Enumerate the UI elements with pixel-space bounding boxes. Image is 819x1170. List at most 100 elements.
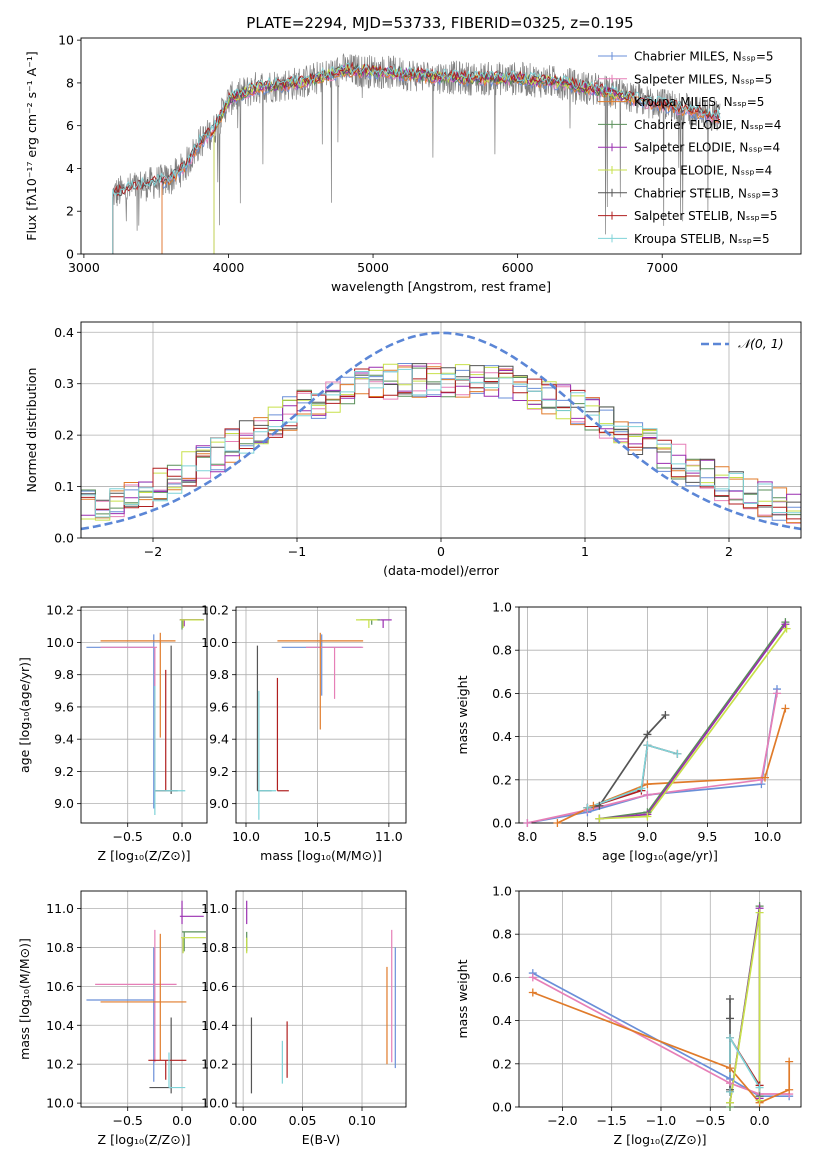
x-tick-label: 8.5 (577, 829, 597, 844)
panel-residuals: −2 −1 0 1 2 0.0 0.1 0.2 0.3 0.4 (data-model)/error… (24, 321, 802, 578)
x-tick-label: −0.5 (113, 1113, 143, 1128)
y-axis-label: mass weight (455, 959, 470, 1038)
y-tick-label: 10.6 (46, 979, 74, 994)
y-tick-label: 1.0 (492, 884, 512, 899)
x-tick-label: 0.05 (289, 1113, 317, 1128)
x-tick-label: 4000 (213, 260, 245, 275)
y-tick-label: 0 (66, 247, 74, 262)
x-tick-label: 11.0 (375, 829, 403, 844)
mass-weight-line (729, 1034, 761, 1092)
y-tick-label: 0.6 (492, 970, 512, 985)
y-tick-label: 10 (58, 33, 74, 48)
y-tick-label: 10.2 (46, 1057, 74, 1072)
plot-area (527, 621, 788, 823)
panel-age_vs_mass: 10.0 10.5 11.0 9.0 9.2 9.4 9.6 9.8 10.0 10.2 mass … (201, 603, 407, 863)
y-tick-label: 9.2 (209, 764, 229, 779)
legend-label: Salpeter MILES, Nₛₛₚ=5 (634, 72, 772, 86)
mass-weight-line (527, 693, 778, 823)
legend-label: Chabrier STELIB, Nₛₛₚ=3 (634, 186, 779, 200)
ticks: −2.0 −1.5 −1.0 −0.5 0.0 0.0 0.2 0.4 0.6 0.8 1.0 (492, 884, 769, 1129)
plus-marker (673, 749, 682, 758)
plus-marker (643, 730, 652, 739)
plus-marker (643, 741, 652, 750)
spectrum-model-line (112, 62, 721, 254)
legend-label: Salpeter ELODIE, Nₛₛₚ=4 (634, 141, 780, 155)
y-tick-label: 10.0 (201, 635, 229, 650)
plus-marker (661, 711, 670, 719)
y-tick-label: 9.2 (54, 764, 74, 779)
y-tick-label: 0.2 (54, 428, 74, 443)
y-tick-label: 0.4 (54, 325, 74, 340)
x-axis-label: Z [log₁₀(Z/Z⊙)] (614, 1132, 707, 1147)
y-tick-label: 9.6 (54, 699, 74, 714)
plus-marker (785, 1057, 794, 1066)
y-tick-label: 10.8 (201, 940, 229, 955)
y-tick-label: 10.6 (201, 979, 229, 994)
y-tick-label: 0.4 (492, 729, 512, 744)
x-tick-label: 0.10 (348, 1113, 376, 1128)
legend-label: 𝒩(0, 1) (738, 336, 784, 351)
x-axis-label: Z [log₁₀(Z/Z⊙)] (98, 848, 191, 863)
y-tick-label: 0.8 (492, 643, 512, 658)
y-tick-label: 10.2 (201, 1057, 229, 1072)
panel-mass_vs_EBV: 0.00 0.05 0.10 10.0 10.2 10.4 10.6 10.8 11.0 E(B-… (201, 890, 407, 1147)
x-axis-label: age [log₁₀(age/yr)] (602, 848, 718, 863)
y-tick-label: 0.1 (54, 479, 74, 494)
plus-marker (726, 1014, 735, 1023)
ticks: 10.0 10.5 11.0 9.0 9.2 9.4 9.6 9.8 10.0 10.2 (201, 603, 403, 844)
y-axis-label: age [log₁₀(age/yr)] (17, 657, 32, 773)
y-tick-label: 10.0 (201, 1096, 229, 1111)
gridlines (81, 322, 801, 539)
plus-marker (755, 1083, 764, 1092)
y-tick-label: 11.0 (201, 901, 229, 916)
y-tick-label: 10.2 (46, 603, 74, 618)
gridlines (81, 607, 207, 823)
y-tick-label: 1.0 (492, 600, 512, 615)
plus-marker (761, 773, 769, 782)
y-tick-label: 9.8 (54, 667, 74, 682)
plot-area (112, 53, 721, 254)
ticks: −0.5 0.0 10.0 10.2 10.4 10.6 10.8 11.0 (46, 901, 192, 1128)
x-tick-label: −1.0 (646, 1113, 676, 1128)
y-tick-label: 10.0 (46, 635, 74, 650)
y-tick-label: 0.6 (492, 686, 512, 701)
plus-marker (643, 812, 652, 821)
y-tick-label: 9.6 (209, 699, 229, 714)
x-tick-label: 10.5 (304, 829, 332, 844)
axes-frame (80, 37, 802, 255)
gridlines (81, 891, 207, 1107)
x-tick-label: 1 (581, 544, 589, 559)
x-axis-label: E(B-V) (302, 1132, 341, 1147)
plot-area (81, 331, 801, 531)
mass-weight-line (587, 744, 678, 809)
y-tick-label: 10.4 (201, 1018, 229, 1033)
plus-marker (755, 908, 764, 917)
axes-frame (80, 321, 802, 539)
plus-marker (643, 780, 652, 789)
panel-massweight_vs_Z: −2.0 −1.5 −1.0 −0.5 0.0 0.0 0.2 0.4 0.6 0.8 1.0 Z [… (455, 884, 802, 1147)
y-tick-label: 6 (66, 118, 74, 133)
axes-frame (235, 890, 407, 1108)
mass-weight-line (729, 912, 761, 1103)
x-axis-label: mass [log₁₀(M/M⊙)] (260, 848, 382, 863)
plus-marker (781, 620, 790, 629)
y-tick-label: 0.4 (492, 1013, 512, 1028)
plus-marker (726, 995, 735, 1003)
spectrum-data-line (112, 53, 721, 235)
plus-marker (781, 704, 790, 713)
x-tick-label: 7000 (646, 260, 678, 275)
x-tick-label: −0.5 (695, 1113, 725, 1128)
panel-spectrum: 3000 4000 5000 6000 7000 0 2 4 6 8 10 wavelength [A… (24, 33, 802, 294)
y-tick-label: 10.0 (46, 1096, 74, 1111)
x-tick-label: −1.5 (597, 1113, 627, 1128)
y-tick-label: 0.0 (54, 531, 74, 546)
x-tick-label: 2 (725, 544, 733, 559)
x-axis-label: Z [log₁₀(Z/Z⊙)] (98, 1132, 191, 1147)
x-tick-label: 3000 (68, 260, 100, 275)
y-axis-label: Normed distribution (24, 368, 39, 493)
x-axis-label: wavelength [Angstrom, rest frame] (331, 279, 551, 294)
plus-marker (595, 801, 604, 810)
x-tick-label: −1 (288, 544, 306, 559)
y-tick-label: 9.8 (209, 667, 229, 682)
